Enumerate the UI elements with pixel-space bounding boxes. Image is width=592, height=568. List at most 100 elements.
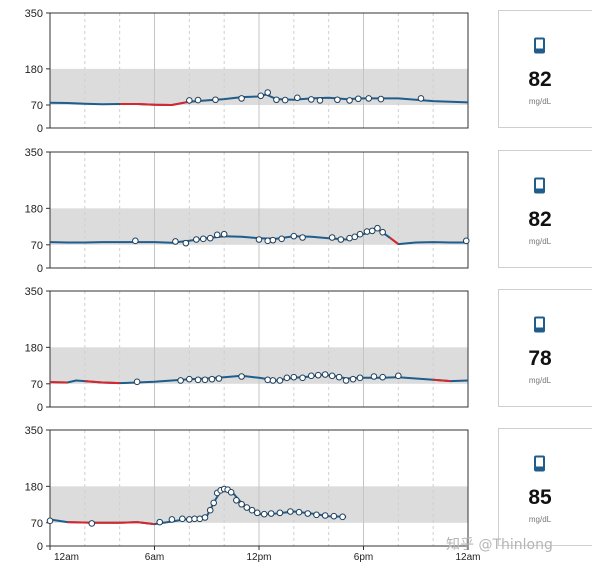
watermark: 知乎 @Thinlong xyxy=(446,537,553,553)
scan-value: 82 xyxy=(528,68,552,91)
scan-card-1: 82 mg/dL xyxy=(498,10,592,128)
reading-point xyxy=(172,238,179,245)
reading-point xyxy=(253,509,261,517)
reading-point xyxy=(287,508,294,515)
reading-point xyxy=(379,373,386,381)
phone-scan-icon xyxy=(534,455,545,472)
reading-point xyxy=(346,97,353,104)
plot-frame xyxy=(49,151,469,269)
reading-point xyxy=(307,96,315,103)
reading-point xyxy=(186,516,193,523)
reading-point xyxy=(337,236,345,243)
chart-panel-2: 0 70 180 350 xyxy=(25,147,470,275)
reading-point xyxy=(316,97,324,104)
reading-point xyxy=(238,373,245,380)
reading-point xyxy=(201,376,209,384)
y-tick-label: 70 xyxy=(31,240,43,252)
y-tick-label: 180 xyxy=(25,342,43,354)
scan-value: 85 xyxy=(528,486,552,509)
reading-point xyxy=(281,96,289,104)
reading-point xyxy=(233,496,240,504)
x-tick-label: 6am xyxy=(145,552,164,563)
y-tick-label: 0 xyxy=(37,123,43,135)
reading-point xyxy=(335,373,343,381)
reading-point xyxy=(328,372,336,380)
reading-point xyxy=(264,376,272,384)
reading-point xyxy=(267,510,275,517)
low-glucose-segment xyxy=(388,236,399,245)
reading-point xyxy=(354,95,362,103)
y-tick-label: 350 xyxy=(25,8,43,20)
reading-point xyxy=(269,236,277,244)
scan-unit: mg/dL xyxy=(528,237,552,246)
reading-point xyxy=(314,371,322,379)
reading-point xyxy=(193,236,200,243)
x-tick-label: 12am xyxy=(455,552,480,563)
reading-point xyxy=(264,89,272,96)
reading-point xyxy=(186,375,193,383)
reading-point xyxy=(379,228,386,236)
reading-point xyxy=(168,516,176,523)
reading-point xyxy=(276,377,284,384)
scan-card-3: 78 mg/dL xyxy=(498,289,592,407)
reading-point xyxy=(243,504,251,511)
reading-point xyxy=(417,95,425,102)
reading-point xyxy=(290,373,298,381)
reading-point xyxy=(339,513,346,521)
reading-point xyxy=(238,500,245,508)
reading-point xyxy=(257,92,265,100)
reading-point xyxy=(88,520,96,527)
reading-point xyxy=(351,233,359,241)
reading-point xyxy=(283,374,291,382)
reading-point xyxy=(395,372,402,380)
reading-point xyxy=(179,515,186,523)
reading-point xyxy=(213,231,221,239)
scan-value: 78 xyxy=(528,347,552,370)
reading-point xyxy=(356,374,364,382)
scan-value: 82 xyxy=(528,208,552,231)
phone-scan-icon xyxy=(534,37,545,54)
reading-point xyxy=(227,489,235,496)
reading-point xyxy=(248,506,256,514)
phone-scan-icon xyxy=(534,316,545,333)
y-tick-label: 0 xyxy=(37,541,43,553)
y-tick-label: 350 xyxy=(25,286,43,298)
reading-point xyxy=(346,234,353,242)
reading-point xyxy=(290,232,298,240)
reading-point xyxy=(299,374,306,382)
reading-point xyxy=(295,508,303,516)
reading-point xyxy=(238,95,245,102)
reading-point xyxy=(365,95,373,102)
y-tick-label: 180 xyxy=(25,64,43,76)
plot-frame xyxy=(49,290,469,408)
reading-point xyxy=(294,94,301,102)
scan-card-4: 85 mg/dL xyxy=(498,428,592,546)
scan-unit: mg/dL xyxy=(528,376,552,385)
reading-point xyxy=(206,234,214,242)
reading-point xyxy=(276,509,284,517)
reading-point xyxy=(210,499,218,507)
reading-point xyxy=(304,510,312,517)
reading-point xyxy=(462,237,470,245)
reading-point xyxy=(201,514,209,521)
reading-point xyxy=(177,377,184,384)
y-tick-label: 350 xyxy=(25,425,43,437)
y-tick-label: 180 xyxy=(25,481,43,493)
reading-point xyxy=(196,515,204,523)
reading-point xyxy=(356,230,364,238)
y-tick-label: 0 xyxy=(37,263,43,275)
chart-panel-3: 0 70 180 350 xyxy=(25,286,469,414)
low-glucose-segment xyxy=(154,100,190,107)
reading-point xyxy=(208,375,216,383)
y-tick-label: 180 xyxy=(25,203,43,215)
low-glucose-segment xyxy=(433,378,451,383)
reading-point xyxy=(215,375,223,382)
reading-point xyxy=(260,510,268,518)
reading-point xyxy=(206,506,214,514)
reading-point xyxy=(299,234,306,241)
reading-point xyxy=(328,234,336,241)
scan-unit: mg/dL xyxy=(528,515,552,524)
reading-point xyxy=(342,377,350,384)
reading-point xyxy=(194,376,202,384)
y-tick-label: 70 xyxy=(31,379,43,391)
